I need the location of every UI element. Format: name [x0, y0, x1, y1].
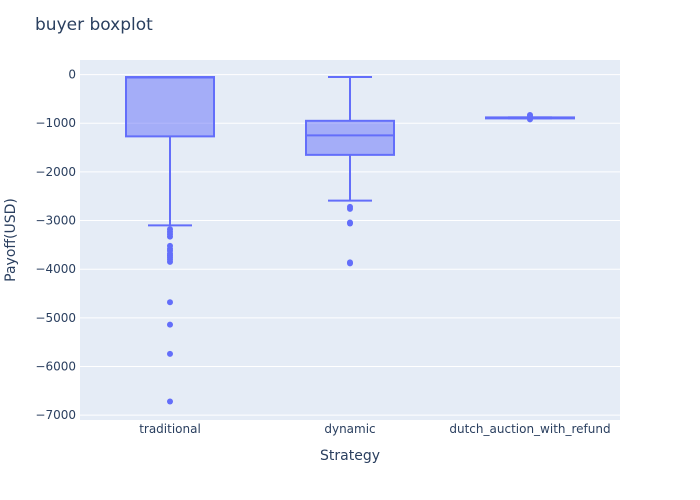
box-iqr [305, 119, 395, 156]
outlier-point [167, 299, 173, 306]
y-tick-label: −6000 [35, 359, 76, 373]
x-axis-ticks: traditional dynamic dutch_auction_with_ref… [139, 422, 610, 436]
outlier-point [347, 260, 353, 267]
boxes [125, 76, 575, 405]
outlier-point [167, 398, 173, 405]
outlier-point [347, 205, 353, 212]
box-iqr [125, 76, 215, 138]
chart-title: buyer boxplot [35, 15, 153, 35]
y-axis-title: Payoff(USD) [3, 198, 19, 282]
y-tick-label: −4000 [35, 262, 76, 276]
outlier-point [347, 220, 353, 227]
y-tick-label: −7000 [35, 408, 76, 422]
outlier-point [167, 321, 173, 328]
outlier-point [167, 233, 173, 240]
y-axis-ticks: 0 −1000 −2000 −3000 −4000 −5000 −6000 −7000 [35, 68, 76, 423]
y-tick-label: 0 [68, 68, 76, 82]
box-dutch_auction_with_refund [485, 111, 575, 123]
x-axis-title: Strategy [320, 448, 380, 464]
x-tick-label: traditional [139, 422, 201, 436]
outlier-point [527, 116, 533, 123]
x-tick-label: dutch_auction_with_refund [449, 422, 610, 436]
outlier-point [167, 350, 173, 357]
outlier-point [167, 258, 173, 265]
box-dynamic [305, 76, 395, 267]
y-tick-label: −2000 [35, 165, 76, 179]
y-tick-label: −5000 [35, 311, 76, 325]
y-tick-label: −1000 [35, 116, 76, 130]
y-tick-label: −3000 [35, 214, 76, 228]
x-tick-label: dynamic [324, 422, 375, 436]
box-traditional [125, 76, 215, 405]
